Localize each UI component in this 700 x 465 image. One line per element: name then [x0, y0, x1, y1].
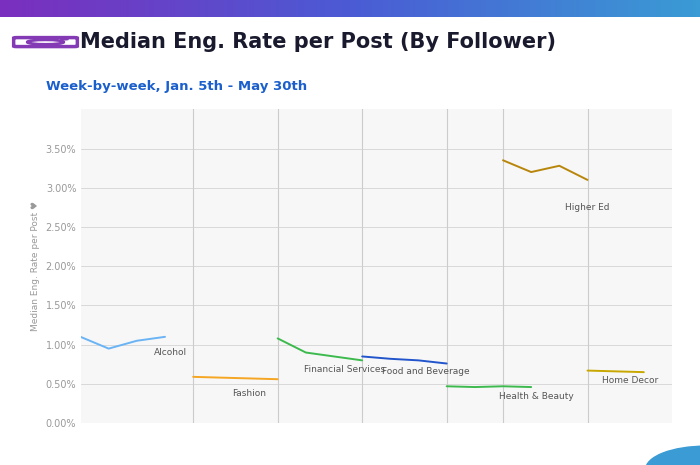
Text: Food and Beverage: Food and Beverage — [382, 367, 469, 376]
Text: IQ: IQ — [638, 448, 653, 461]
Text: Financial Services: Financial Services — [304, 365, 385, 374]
Text: Median Eng. Rate per Post (By Follower): Median Eng. Rate per Post (By Follower) — [80, 32, 556, 52]
Text: Higher Ed: Higher Ed — [566, 204, 610, 213]
Y-axis label: Median Eng. Rate per Post ♥: Median Eng. Rate per Post ♥ — [31, 201, 40, 331]
Circle shape — [645, 446, 700, 465]
Text: Health & Beauty: Health & Beauty — [499, 392, 574, 401]
Circle shape — [653, 461, 700, 465]
Text: Alcohol: Alcohol — [155, 348, 188, 357]
Text: Fashion: Fashion — [232, 389, 267, 398]
Text: Home Decor: Home Decor — [602, 376, 658, 385]
Text: Week-by-week, Jan. 5th - May 30th: Week-by-week, Jan. 5th - May 30th — [46, 80, 307, 93]
Text: Rival: Rival — [629, 432, 662, 445]
Circle shape — [61, 39, 68, 40]
